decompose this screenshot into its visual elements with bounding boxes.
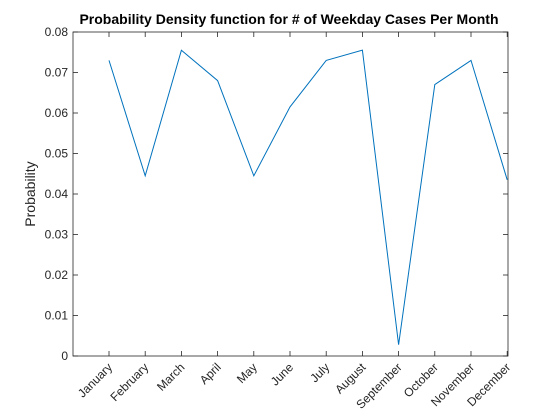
series-line xyxy=(108,49,508,345)
y-tick-label: 0.02 xyxy=(45,268,69,282)
y-tick-label: 0.03 xyxy=(45,228,69,242)
x-tick-label: May xyxy=(234,360,260,386)
plot-area-box xyxy=(72,31,509,357)
x-tick-label: April xyxy=(197,360,224,387)
y-tick-label: 0.04 xyxy=(45,187,69,201)
y-tick-label: 0.05 xyxy=(45,147,69,161)
y-tick-label: 0.08 xyxy=(45,25,69,39)
y-tick-label: 0.07 xyxy=(45,66,69,80)
y-axis: 0 0.01 0.02 0.03 0.04 0.05 0.06 0.07 0.08 xyxy=(45,25,508,363)
x-tick-label: July xyxy=(307,360,332,385)
x-tick-label: March xyxy=(154,360,187,393)
x-tick-label: February xyxy=(107,360,151,404)
y-axis-label: Probability xyxy=(22,161,38,226)
x-tick-label: June xyxy=(268,360,297,389)
chart-title: Probability Density function for # of We… xyxy=(79,11,498,27)
y-tick-label: 0.06 xyxy=(45,106,69,120)
y-tick-label: 0 xyxy=(61,349,68,363)
y-tick-label: 0.01 xyxy=(45,309,69,323)
